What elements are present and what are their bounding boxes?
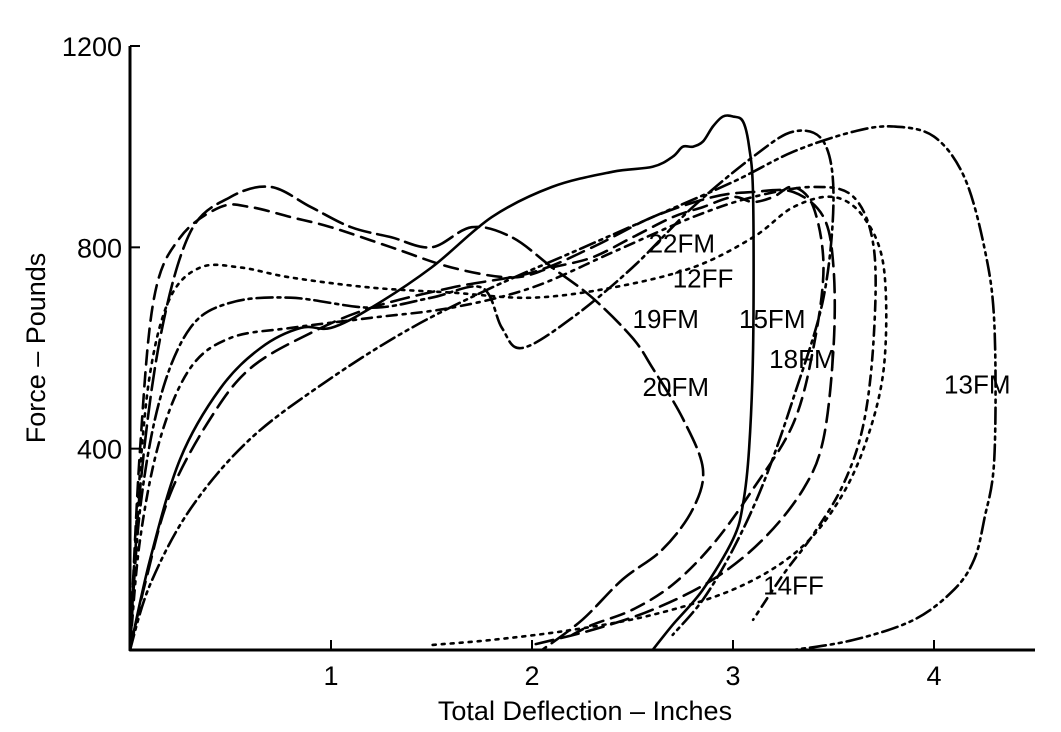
x-tick-label: 3 — [725, 661, 740, 691]
x-tick-label: 2 — [524, 661, 539, 691]
axes-layer — [128, 46, 1035, 652]
series-line-15fm — [128, 114, 755, 652]
series-line-19fm — [128, 129, 835, 652]
curve-label-15fm: 15FM — [739, 304, 805, 334]
series-layer — [128, 114, 997, 652]
series-line-13fm — [128, 125, 997, 652]
curve-label-20fm: 20FM — [643, 372, 709, 402]
series-line-12ff — [128, 195, 888, 652]
y-tick-label: 1200 — [62, 32, 122, 62]
curve-label-19fm: 19FM — [633, 304, 699, 334]
curve-label-12ff: 12FF — [673, 264, 734, 294]
x-axis-label: Total Deflection – Inches — [438, 696, 732, 726]
curve-label-22fm: 22FM — [649, 228, 715, 258]
y-tick-label: 400 — [77, 435, 122, 465]
curve-label-14ff: 14FF — [763, 571, 824, 601]
series-line-18fm — [128, 188, 837, 652]
series-labels-layer: 22FM 12FF 19FM 15FM 18FM 20FM 13FM 14FF — [633, 228, 1011, 600]
series-line-14ff — [128, 185, 877, 652]
y-tick-label: 800 — [77, 233, 122, 263]
series-line-22fm — [128, 185, 825, 652]
y-axis-label: Force – Pounds — [21, 253, 51, 444]
x-tick-label: 1 — [323, 661, 338, 691]
series-line-20fm — [128, 185, 705, 652]
curve-label-13fm: 13FM — [944, 369, 1010, 399]
x-tick-label: 4 — [926, 661, 941, 691]
curve-label-18fm: 18FM — [769, 344, 835, 374]
ticks-layer: 1 2 3 4 400 800 1200 — [62, 32, 942, 691]
